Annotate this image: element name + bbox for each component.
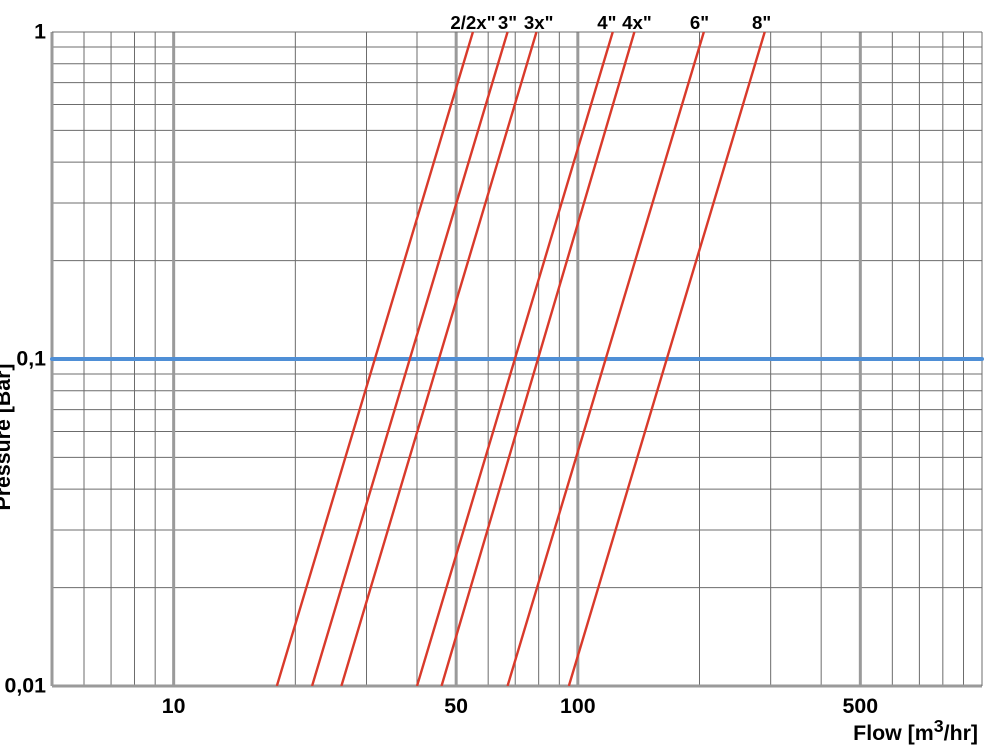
x-tick-label: 50 bbox=[444, 694, 468, 719]
series-label: 3" bbox=[498, 12, 517, 34]
x-tick-label: 100 bbox=[560, 694, 596, 719]
x-tick-label: 500 bbox=[843, 694, 879, 719]
flow-pressure-chart: Pressure [Bar] Flow [m3/hr] 0,01 0,1 1 10 50… bbox=[0, 0, 992, 750]
y-tick-label: 0,01 bbox=[4, 674, 46, 699]
series-label: 2/2x" bbox=[450, 12, 495, 34]
y-axis-title: Pressure [Bar] bbox=[0, 364, 16, 511]
series-label: 4" bbox=[597, 12, 616, 34]
series-label: 3x" bbox=[524, 12, 554, 34]
series-label: 6" bbox=[690, 12, 709, 34]
y-tick-label: 1 bbox=[34, 20, 46, 45]
series-label: 4x" bbox=[622, 12, 652, 34]
x-tick-label: 10 bbox=[162, 694, 186, 719]
plot-canvas bbox=[0, 0, 992, 750]
series-label: 8" bbox=[752, 12, 771, 34]
x-axis-title: Flow [m3/hr] bbox=[853, 716, 978, 746]
y-tick-label: 0,1 bbox=[16, 347, 46, 372]
